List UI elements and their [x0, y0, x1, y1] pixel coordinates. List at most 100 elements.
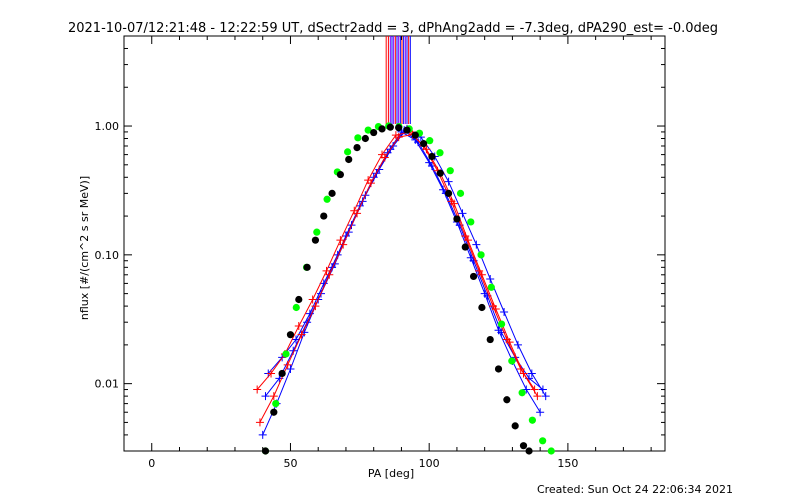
series-6-point-20 — [533, 392, 542, 401]
series-1-point-29 — [503, 396, 511, 404]
series-6-point-17 — [491, 304, 500, 313]
series-4 — [261, 126, 547, 401]
series-2 — [258, 127, 545, 439]
series-1-point-27 — [486, 335, 494, 344]
series-1-point-20 — [428, 152, 436, 161]
series-5 — [253, 127, 539, 394]
series-1-point-16 — [395, 124, 403, 132]
series-5-point-3 — [294, 322, 303, 331]
series-6 — [255, 130, 542, 427]
series-2-line — [262, 131, 541, 436]
axes-layer: 0 50 100 150 0.01 0.10 1.00 — [95, 35, 665, 470]
series-0-point-21 — [477, 251, 485, 259]
series-1-point-22 — [445, 189, 453, 197]
series-3-point-20 — [541, 392, 550, 401]
series-1-point-28 — [494, 365, 503, 373]
series-5-point-0 — [253, 385, 262, 394]
series-1-point-25 — [469, 272, 478, 281]
x-tick-label-2: 100 — [419, 457, 440, 470]
series-6-point-4 — [311, 302, 320, 311]
series-1-point-6 — [311, 236, 320, 244]
series-0-point-9 — [354, 134, 362, 142]
y-tick-label-2: 1.00 — [95, 120, 120, 133]
series-3-point-13 — [444, 177, 453, 186]
series-1-point-10 — [345, 155, 353, 164]
series-1-point-12 — [361, 134, 369, 143]
series-0-point-17 — [436, 149, 444, 157]
series-1-point-26 — [478, 303, 486, 312]
series-1-point-18 — [411, 131, 419, 139]
footer-created: Created: Sun Oct 24 22:06:34 2021 — [537, 483, 733, 496]
series-6-point-14 — [450, 199, 459, 208]
y-axis-label: nflux [#/(cm^2 s sr MeV)] — [78, 176, 91, 320]
series-1-point-7 — [320, 212, 328, 220]
y-tick-label-1: 0.10 — [95, 249, 120, 262]
series-0-point-25 — [518, 389, 526, 397]
series-3-point-14 — [458, 209, 467, 218]
x-tick-label-0: 0 — [148, 457, 155, 470]
series-2-point-0 — [258, 430, 267, 439]
series-0-point-3 — [292, 303, 300, 312]
series-6-point-3 — [297, 330, 306, 339]
series-0-point-2 — [282, 350, 290, 358]
series-0-point-18 — [446, 167, 454, 175]
series-1-point-14 — [378, 125, 386, 133]
series-0-point-22 — [487, 283, 495, 291]
series-6-point-18 — [505, 338, 514, 347]
series-0-point-1 — [272, 400, 280, 408]
series-1-point-24 — [461, 243, 469, 251]
series-2-point-2 — [286, 364, 295, 373]
series-0-point-23 — [497, 320, 506, 328]
series-5-point-1 — [267, 369, 276, 378]
series-6-point-8 — [366, 179, 375, 188]
series-3 — [264, 124, 550, 401]
series-1-point-1 — [270, 408, 278, 416]
series-6-point-5 — [325, 270, 334, 279]
series-3-point-16 — [486, 274, 495, 283]
series-1-point-9 — [336, 170, 344, 179]
series-6-point-16 — [477, 270, 486, 279]
series-1-point-5 — [303, 263, 311, 271]
series-6-point-6 — [339, 240, 348, 249]
y-tick-label-0: 0.01 — [95, 378, 120, 391]
series-0 — [261, 122, 555, 455]
series-3-point-15 — [472, 240, 481, 249]
series-0-point-10 — [364, 126, 372, 134]
series-6-point-12 — [422, 145, 431, 154]
series-3-point-19 — [527, 369, 536, 378]
plot-frame — [123, 35, 666, 452]
series-0-point-26 — [528, 416, 536, 424]
series-3-line — [267, 128, 547, 397]
series-1-point-13 — [370, 128, 378, 137]
series-1-point-0 — [261, 447, 270, 455]
x-tick-label-3: 150 — [557, 457, 578, 470]
series-1-point-31 — [519, 442, 528, 450]
series-5-point-6 — [336, 236, 345, 245]
series-0-point-8 — [344, 148, 352, 156]
series-6-point-1 — [269, 392, 278, 401]
series-0-point-5 — [313, 228, 321, 236]
series-6-point-7 — [353, 209, 362, 218]
series-6-point-0 — [255, 418, 264, 427]
series-1-point-4 — [295, 295, 303, 304]
chart-title: 2021-10-07/12:21:48 - 12:22:59 UT, dSect… — [68, 21, 718, 36]
series-1-point-15 — [386, 123, 394, 131]
series-1-point-32 — [525, 447, 533, 455]
series-6-point-15 — [464, 236, 473, 245]
series-5-line — [256, 131, 536, 390]
series-1-point-19 — [420, 140, 428, 148]
series-1-point-8 — [328, 189, 336, 197]
series-6-line — [259, 133, 538, 423]
series-0-point-6 — [323, 195, 331, 203]
series-4-point-0 — [261, 392, 270, 401]
series-6-point-2 — [283, 360, 292, 369]
series-0-point-24 — [508, 357, 516, 365]
series-6-point-9 — [380, 153, 389, 162]
series-0-point-16 — [426, 137, 434, 145]
series-1-point-17 — [403, 126, 411, 134]
series-0-point-28 — [547, 447, 555, 455]
series-1-point-2 — [278, 369, 286, 378]
series-4-point-20 — [538, 385, 547, 394]
series-3-point-18 — [513, 340, 522, 349]
